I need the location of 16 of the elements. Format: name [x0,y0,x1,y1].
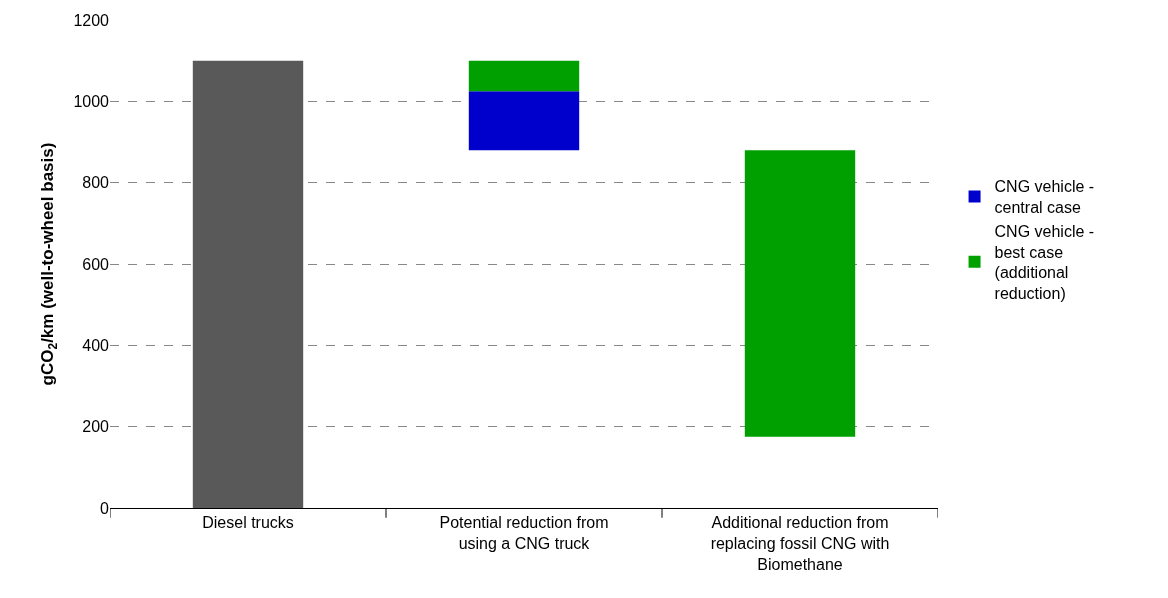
y-tick-label: 600 [82,255,110,273]
x-tick-label: Diesel trucks [202,514,294,532]
y-tick-label: 0 [100,499,110,517]
x-tick-label: Additional reduction from replacing fossil CNG with Biomethane [710,514,890,573]
y-tick-label: 800 [82,174,110,192]
bar [468,91,580,151]
legend-label: CNG vehicle - central case [994,178,1095,217]
y-tick-label: 200 [82,418,110,436]
y-tick-label: 400 [82,336,110,354]
bar [192,60,304,508]
bar [468,60,580,92]
y-tick-label: 1200 [73,11,110,29]
x-tick-label: Potential reduction from using a CNG truck [439,514,609,552]
bar [744,150,856,437]
y-tick-label: 1000 [73,92,110,110]
legend-label: CNG vehicle - best case (additional reduction) [994,222,1095,303]
